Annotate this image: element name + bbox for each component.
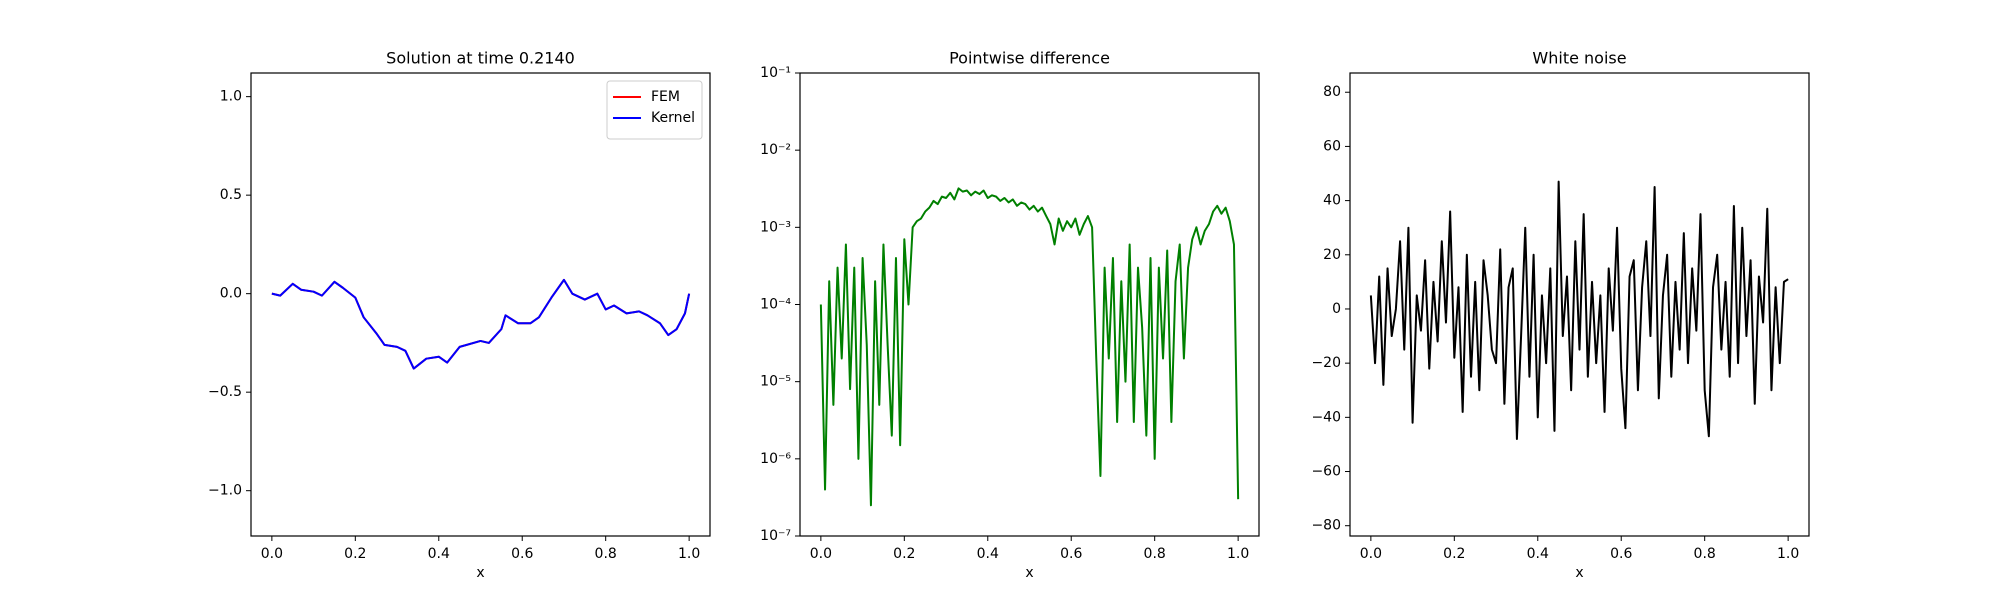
x-tick-label: 0.8 [1694, 546, 1716, 562]
x-tick-label: 1.0 [1777, 546, 1799, 562]
y-tick-label: −1.0 [208, 483, 242, 499]
plot-area [800, 73, 1259, 536]
y-tick-label: 60 [1323, 138, 1341, 154]
x-axis-label: x [476, 565, 484, 581]
y-tick-label: 10⁻⁴ [760, 297, 791, 313]
chart-title: Solution at time 0.2140 [386, 49, 575, 68]
y-tick-label: 10⁻⁷ [760, 528, 791, 544]
x-tick-label: 0.2 [1443, 546, 1465, 562]
y-tick-label: 0.0 [220, 286, 242, 302]
data-line [819, 187, 1240, 507]
x-tick-label: 0.6 [1060, 546, 1082, 562]
y-tick-label: −20 [1311, 355, 1341, 371]
x-axis-label: x [1025, 565, 1033, 581]
y-tick-label: −60 [1311, 464, 1341, 480]
y-tick-label: 0.5 [220, 187, 242, 203]
y-tick-label: 0 [1332, 301, 1341, 317]
x-tick-label: 1.0 [1227, 546, 1249, 562]
axes-frame [250, 72, 711, 537]
data-line [271, 278, 691, 370]
chart-title: Pointwise difference [949, 49, 1110, 68]
y-tick-label: 10⁻³ [760, 219, 791, 235]
x-tick-label: 0.4 [977, 546, 999, 562]
data-line [1369, 180, 1789, 441]
x-tick-label: 0.2 [344, 546, 366, 562]
y-tick-label: 10⁻² [760, 142, 791, 158]
y-tick-label: 10⁻⁵ [760, 374, 791, 390]
y-tick-label: 10⁻⁶ [760, 451, 791, 467]
x-tick-label: 0.0 [261, 546, 283, 562]
chart-title: White noise [1532, 49, 1626, 68]
y-tick-label: 10⁻¹ [760, 65, 791, 81]
legend-label: Kernel [651, 110, 695, 126]
y-tick-label: 40 [1323, 193, 1341, 209]
x-tick-label: 1.0 [678, 546, 700, 562]
x-axis-label: x [1575, 565, 1583, 581]
x-tick-label: 0.6 [1610, 546, 1632, 562]
x-tick-label: 0.8 [1144, 546, 1166, 562]
y-tick-label: 20 [1323, 247, 1341, 263]
legend-box [606, 80, 703, 140]
x-tick-label: 0.4 [1527, 546, 1549, 562]
y-tick-label: −80 [1311, 518, 1341, 534]
x-tick-label: 0.0 [810, 546, 832, 562]
x-tick-label: 0.2 [893, 546, 915, 562]
y-tick-label: −0.5 [208, 384, 242, 400]
y-tick-label: 1.0 [220, 89, 242, 105]
axes-frame [1349, 72, 1810, 537]
x-tick-label: 0.8 [595, 546, 617, 562]
plot-area [251, 73, 710, 536]
x-tick-label: 0.0 [1360, 546, 1382, 562]
y-tick-label: 80 [1323, 84, 1341, 100]
x-tick-label: 0.4 [428, 546, 450, 562]
y-tick-label: −40 [1311, 409, 1341, 425]
legend-label: FEM [651, 89, 680, 105]
x-tick-label: 0.6 [511, 546, 533, 562]
